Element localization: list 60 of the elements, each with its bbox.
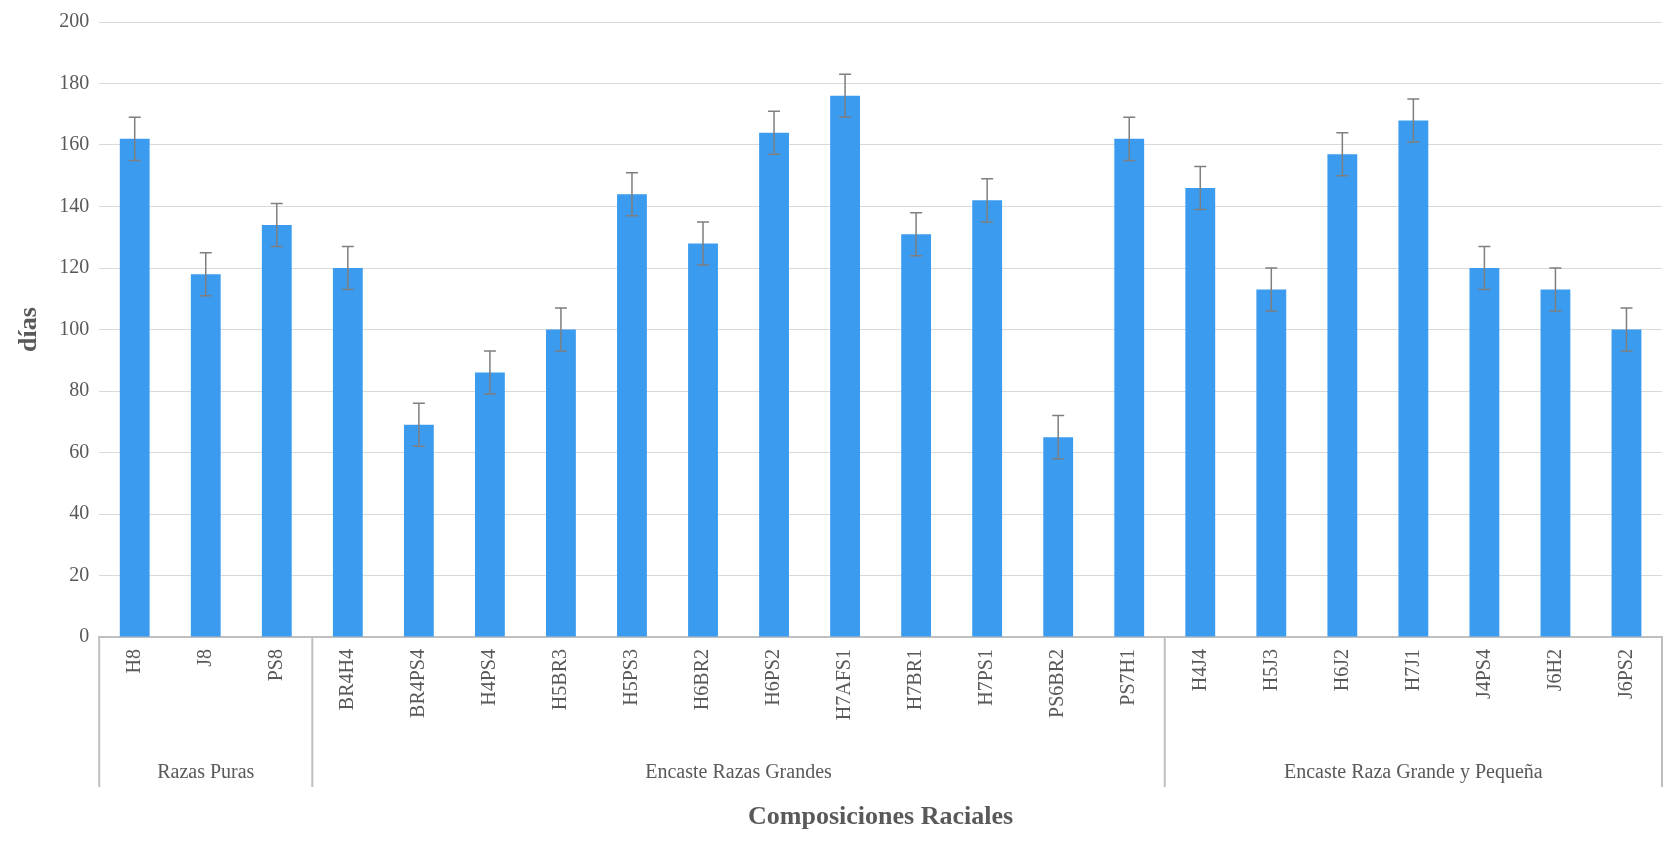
x-tick-label: BR4PS4 — [406, 649, 429, 718]
x-tick-label: H4PS4 — [477, 649, 500, 706]
bar — [972, 200, 1003, 637]
y-tick-label: 120 — [59, 255, 90, 278]
y-tick-label: 40 — [69, 501, 90, 524]
bar — [261, 224, 292, 637]
x-tick-label: J6PS2 — [1613, 649, 1636, 700]
bar — [830, 95, 860, 637]
x-tick-label: H7AFS1 — [832, 649, 855, 721]
bar — [119, 138, 150, 637]
x-tick-label: H7PS1 — [974, 649, 997, 706]
y-tick-label: 160 — [59, 132, 90, 155]
x-tick-label: H7BR1 — [903, 649, 926, 711]
x-tick-label: H5PS3 — [619, 649, 642, 706]
text: Encaste Razas Grandes — [645, 760, 833, 783]
x-tick-label: J4PS4 — [1471, 649, 1494, 700]
bar — [1114, 138, 1145, 637]
y-tick-label: 200 — [59, 9, 90, 32]
x-tick-label: H4J4 — [1187, 649, 1210, 692]
bar — [474, 372, 505, 637]
x-tick-label: PS7H1 — [1116, 649, 1139, 706]
bar — [1540, 289, 1571, 637]
x-axis-title: Composiciones Raciales — [748, 801, 1014, 831]
x-tick-label: H8 — [121, 649, 144, 674]
bar — [617, 194, 647, 637]
bar — [759, 132, 789, 637]
y-tick-label: 60 — [69, 439, 90, 462]
bar — [546, 329, 576, 637]
x-tick-label: H6J2 — [1329, 649, 1352, 692]
bar — [1611, 329, 1642, 637]
text: Razas Puras — [157, 760, 255, 783]
y-tick-label: 180 — [59, 70, 90, 93]
bar — [1327, 154, 1358, 637]
x-tick-label: J8 — [193, 649, 215, 667]
x-tick-label: H6BR2 — [690, 649, 713, 711]
y-tick-label: 80 — [69, 378, 90, 401]
bar — [1185, 188, 1216, 637]
bar — [688, 243, 718, 637]
y-tick-label: 20 — [69, 562, 90, 585]
y-tick-label: 140 — [59, 193, 90, 216]
x-tick-label: J6H2 — [1542, 649, 1565, 692]
x-tick-label: H7J1 — [1400, 649, 1423, 692]
bar — [403, 424, 434, 637]
bar — [1043, 437, 1074, 637]
x-tick-label: H5BR3 — [548, 649, 571, 711]
y-axis-title: días — [13, 307, 43, 352]
bar — [1256, 289, 1287, 637]
x-tick-label: PS6BR2 — [1045, 649, 1068, 718]
bar — [1398, 120, 1429, 637]
text: Encaste Raza Grande y Pequeña — [1283, 760, 1543, 784]
y-tick-label: 100 — [59, 316, 90, 339]
bar — [332, 268, 363, 637]
x-tick-label: PS8 — [264, 649, 287, 682]
x-tick-label: H6PS2 — [761, 649, 784, 706]
y-tick-label: 0 — [79, 624, 90, 647]
bar — [901, 234, 932, 637]
x-tick-label: BR4H4 — [335, 649, 358, 711]
bar — [190, 274, 221, 637]
bar — [1469, 268, 1500, 637]
x-tick-label: H5J3 — [1258, 649, 1281, 692]
